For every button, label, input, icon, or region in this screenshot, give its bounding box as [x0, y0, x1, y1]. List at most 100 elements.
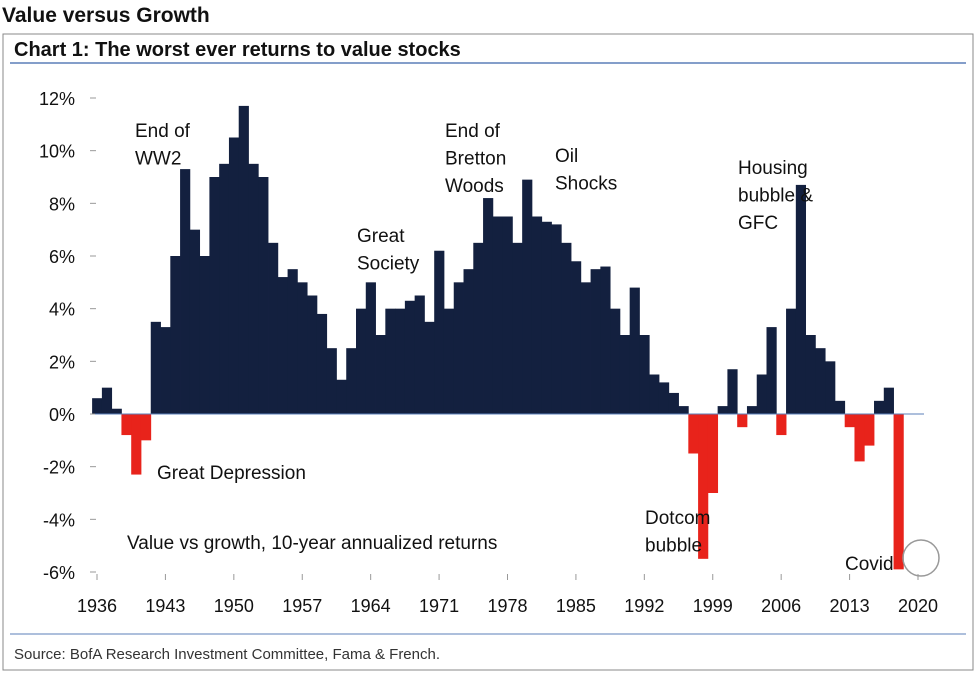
x-tick-label: 1957 — [282, 596, 322, 616]
bar — [258, 177, 269, 414]
bar — [786, 308, 797, 414]
annotation: Housing — [738, 158, 808, 179]
x-tick-label: 1964 — [351, 596, 391, 616]
bar — [756, 374, 767, 414]
x-tick-label: 1936 — [77, 596, 117, 616]
bar — [590, 269, 601, 414]
y-tick-label: 6% — [49, 247, 75, 267]
bar — [414, 295, 425, 414]
bar — [492, 216, 504, 414]
x-tick-label: 1950 — [214, 596, 254, 616]
page-title: Value versus Growth — [2, 4, 210, 27]
bar — [825, 361, 836, 414]
bar — [356, 308, 367, 414]
bar — [502, 216, 513, 414]
bar — [795, 184, 807, 414]
bar — [92, 398, 103, 414]
bar — [453, 282, 464, 414]
bar — [189, 229, 201, 414]
bar — [737, 414, 748, 428]
y-tick-label: 0% — [49, 405, 75, 425]
chart-title: Chart 1: The worst ever returns to value… — [14, 39, 461, 61]
annotation: End of — [135, 121, 191, 142]
annotation: Woods — [445, 176, 504, 197]
bar — [131, 414, 142, 475]
bar — [864, 414, 875, 446]
bar — [688, 414, 699, 454]
bar — [561, 242, 572, 414]
annotation: Great Depression — [157, 463, 306, 484]
bar — [551, 224, 562, 414]
bar — [219, 163, 230, 414]
bar — [874, 400, 885, 414]
note: Value vs growth, 10-year annualized retu… — [127, 533, 497, 554]
bar — [180, 169, 191, 414]
annotation: WW2 — [135, 149, 181, 170]
bar — [365, 282, 376, 414]
bar — [395, 308, 406, 414]
x-tick-label: 2013 — [830, 596, 870, 616]
annotation: bubble & — [738, 186, 813, 207]
bar — [531, 216, 543, 414]
bar — [678, 406, 689, 414]
x-tick-label: 1971 — [419, 596, 459, 616]
y-tick-label: -4% — [43, 510, 75, 530]
bar — [629, 287, 640, 414]
bar — [268, 242, 279, 414]
bar — [883, 387, 894, 414]
annotation: GFC — [738, 213, 778, 234]
bar — [170, 256, 181, 414]
bar — [150, 321, 161, 414]
bar — [639, 335, 650, 414]
bar — [316, 313, 328, 414]
bar — [307, 295, 318, 414]
bar — [776, 414, 787, 436]
x-tick-label: 2020 — [898, 596, 938, 616]
bar — [326, 348, 337, 414]
bar — [834, 400, 846, 414]
bar — [746, 406, 758, 414]
bar — [893, 414, 904, 570]
bar — [463, 269, 474, 414]
y-tick-label: -2% — [43, 458, 75, 478]
y-tick-label: -6% — [43, 563, 75, 583]
x-tick-label: 1999 — [693, 596, 733, 616]
bar — [238, 105, 249, 415]
bar — [707, 414, 719, 493]
y-tick-label: 10% — [39, 142, 75, 162]
bar — [619, 335, 631, 414]
bar — [668, 392, 679, 414]
x-tick-label: 1992 — [624, 596, 664, 616]
x-tick-label: 2006 — [761, 596, 801, 616]
annotation: bubble — [645, 536, 702, 557]
bar — [600, 266, 611, 414]
bar — [424, 321, 435, 414]
annotation: Covid — [845, 554, 894, 575]
bar — [443, 308, 455, 414]
annotation: Oil — [555, 146, 578, 167]
bar — [571, 261, 582, 414]
x-tick-label: 1943 — [145, 596, 185, 616]
annotation: End of — [445, 121, 501, 142]
bar — [698, 414, 709, 559]
bar — [277, 277, 288, 414]
plot — [92, 105, 904, 570]
bar — [805, 335, 816, 414]
bar — [727, 369, 738, 414]
bar — [111, 408, 122, 414]
annotation: Bretton — [445, 149, 506, 170]
bar — [717, 406, 728, 414]
y-tick-label: 2% — [49, 352, 75, 372]
bar — [541, 221, 552, 414]
bar — [346, 348, 357, 414]
bar — [404, 300, 416, 414]
bar — [766, 327, 777, 414]
bar — [101, 387, 113, 414]
x-tick-label: 1985 — [556, 596, 596, 616]
y-tick-label: 4% — [49, 300, 75, 320]
bar — [385, 308, 396, 414]
bar — [228, 137, 240, 414]
bar — [844, 414, 855, 428]
bar — [649, 374, 660, 414]
